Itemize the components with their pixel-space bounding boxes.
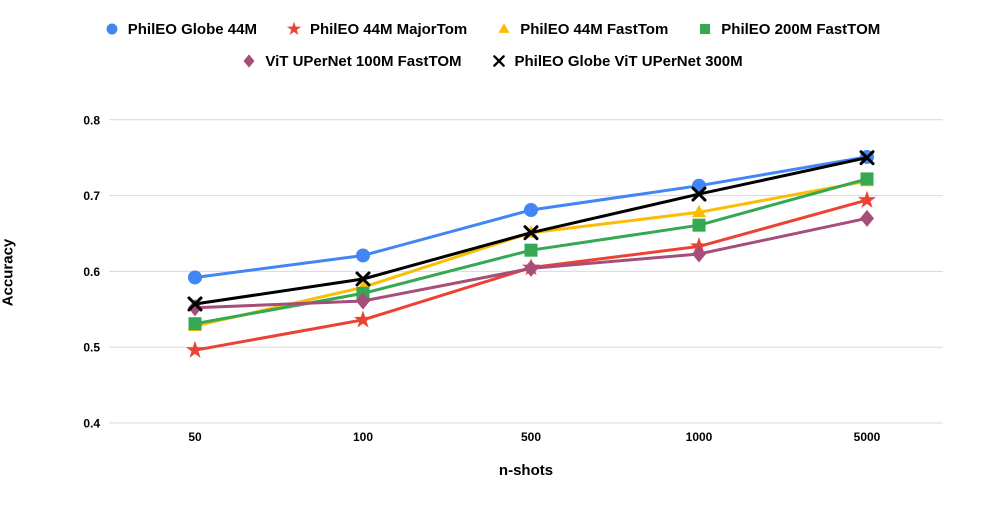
diamond-marker-icon — [356, 292, 370, 310]
legend-row: ViT UPerNet 100M FastTOM PhilEO Globe ViT… — [240, 46, 743, 76]
legend-item-label: PhilEO 44M FastTom — [520, 20, 669, 38]
legend-item-label: PhilEO 44M MajorTom — [309, 20, 468, 38]
legend-item: PhilEO 44M MajorTom — [285, 20, 467, 38]
x-axis-title: n-shots — [498, 462, 554, 479]
legend-row: PhilEO Globe 44M PhilEO 44M MajorTom PhilE… — [103, 14, 880, 44]
diamond-marker-icon — [692, 245, 706, 263]
y-axis-tick-label: 0.6 — [83, 265, 100, 279]
star-marker-icon — [857, 190, 877, 208]
y-axis-title: Accuracy — [0, 238, 17, 307]
legend: PhilEO Globe 44M PhilEO 44M MajorTom PhilE… — [0, 14, 983, 76]
y-axis-tick-label: 0.8 — [83, 113, 100, 127]
x-axis-tick-label: 5000 — [854, 430, 881, 444]
x-axis-tick-label: 50 — [188, 430, 202, 444]
diamond-marker-icon — [524, 259, 538, 277]
legend-item-label: PhilEO Globe ViT UPerNet 300M — [514, 52, 743, 70]
legend-item: PhilEO Globe ViT UPerNet 300M — [490, 52, 743, 70]
legend-item-label: PhilEO 200M FastTOM — [721, 20, 881, 38]
legend-triangle-icon — [498, 23, 510, 33]
x-axis-tick-label: 1000 — [686, 430, 713, 444]
square-marker-icon — [860, 172, 874, 186]
legend-circle-icon — [106, 23, 118, 35]
y-axis-tick-label: 0.4 — [83, 417, 100, 431]
legend-square-icon — [700, 23, 711, 35]
diamond-marker-icon — [243, 54, 255, 68]
star-marker-icon — [353, 310, 373, 328]
square-marker-icon — [692, 218, 706, 232]
x-marker-icon — [187, 296, 203, 312]
legend-item: PhilEO 44M FastTom — [495, 20, 668, 38]
legend-item-label: PhilEO Globe 44M — [127, 20, 257, 38]
x-marker-icon — [691, 186, 707, 202]
circle-marker-icon — [106, 23, 118, 35]
legend-star-icon — [286, 21, 302, 35]
x-marker-icon — [492, 55, 505, 67]
x-marker-icon — [355, 271, 371, 287]
legend-x-icon — [492, 55, 505, 67]
star-marker-icon — [286, 21, 302, 35]
circle-marker-icon — [188, 270, 202, 285]
triangle-marker-icon — [498, 23, 510, 33]
x-marker-icon — [859, 150, 875, 166]
legend-item: PhilEO Globe 44M — [103, 20, 257, 38]
legend-diamond-icon — [243, 54, 255, 68]
square-marker-icon — [524, 243, 538, 257]
square-marker-icon — [188, 317, 202, 331]
star-marker-icon — [185, 340, 205, 358]
legend-item-label: ViT UPerNet 100M FastTOM — [265, 52, 462, 70]
diamond-marker-icon — [860, 209, 874, 227]
legend-item: PhilEO 200M FastTOM — [696, 20, 880, 38]
x-axis-tick-label: 500 — [521, 430, 541, 444]
legend-item: ViT UPerNet 100M FastTOM — [240, 52, 462, 70]
circle-marker-icon — [524, 203, 538, 218]
x-marker-icon — [523, 225, 539, 241]
y-axis-tick-label: 0.7 — [83, 189, 100, 203]
circle-marker-icon — [356, 248, 370, 263]
y-axis-tick-label: 0.5 — [83, 341, 100, 355]
x-axis-tick-label: 100 — [353, 430, 373, 444]
square-marker-icon — [700, 23, 711, 35]
triangle-marker-icon — [692, 204, 706, 218]
